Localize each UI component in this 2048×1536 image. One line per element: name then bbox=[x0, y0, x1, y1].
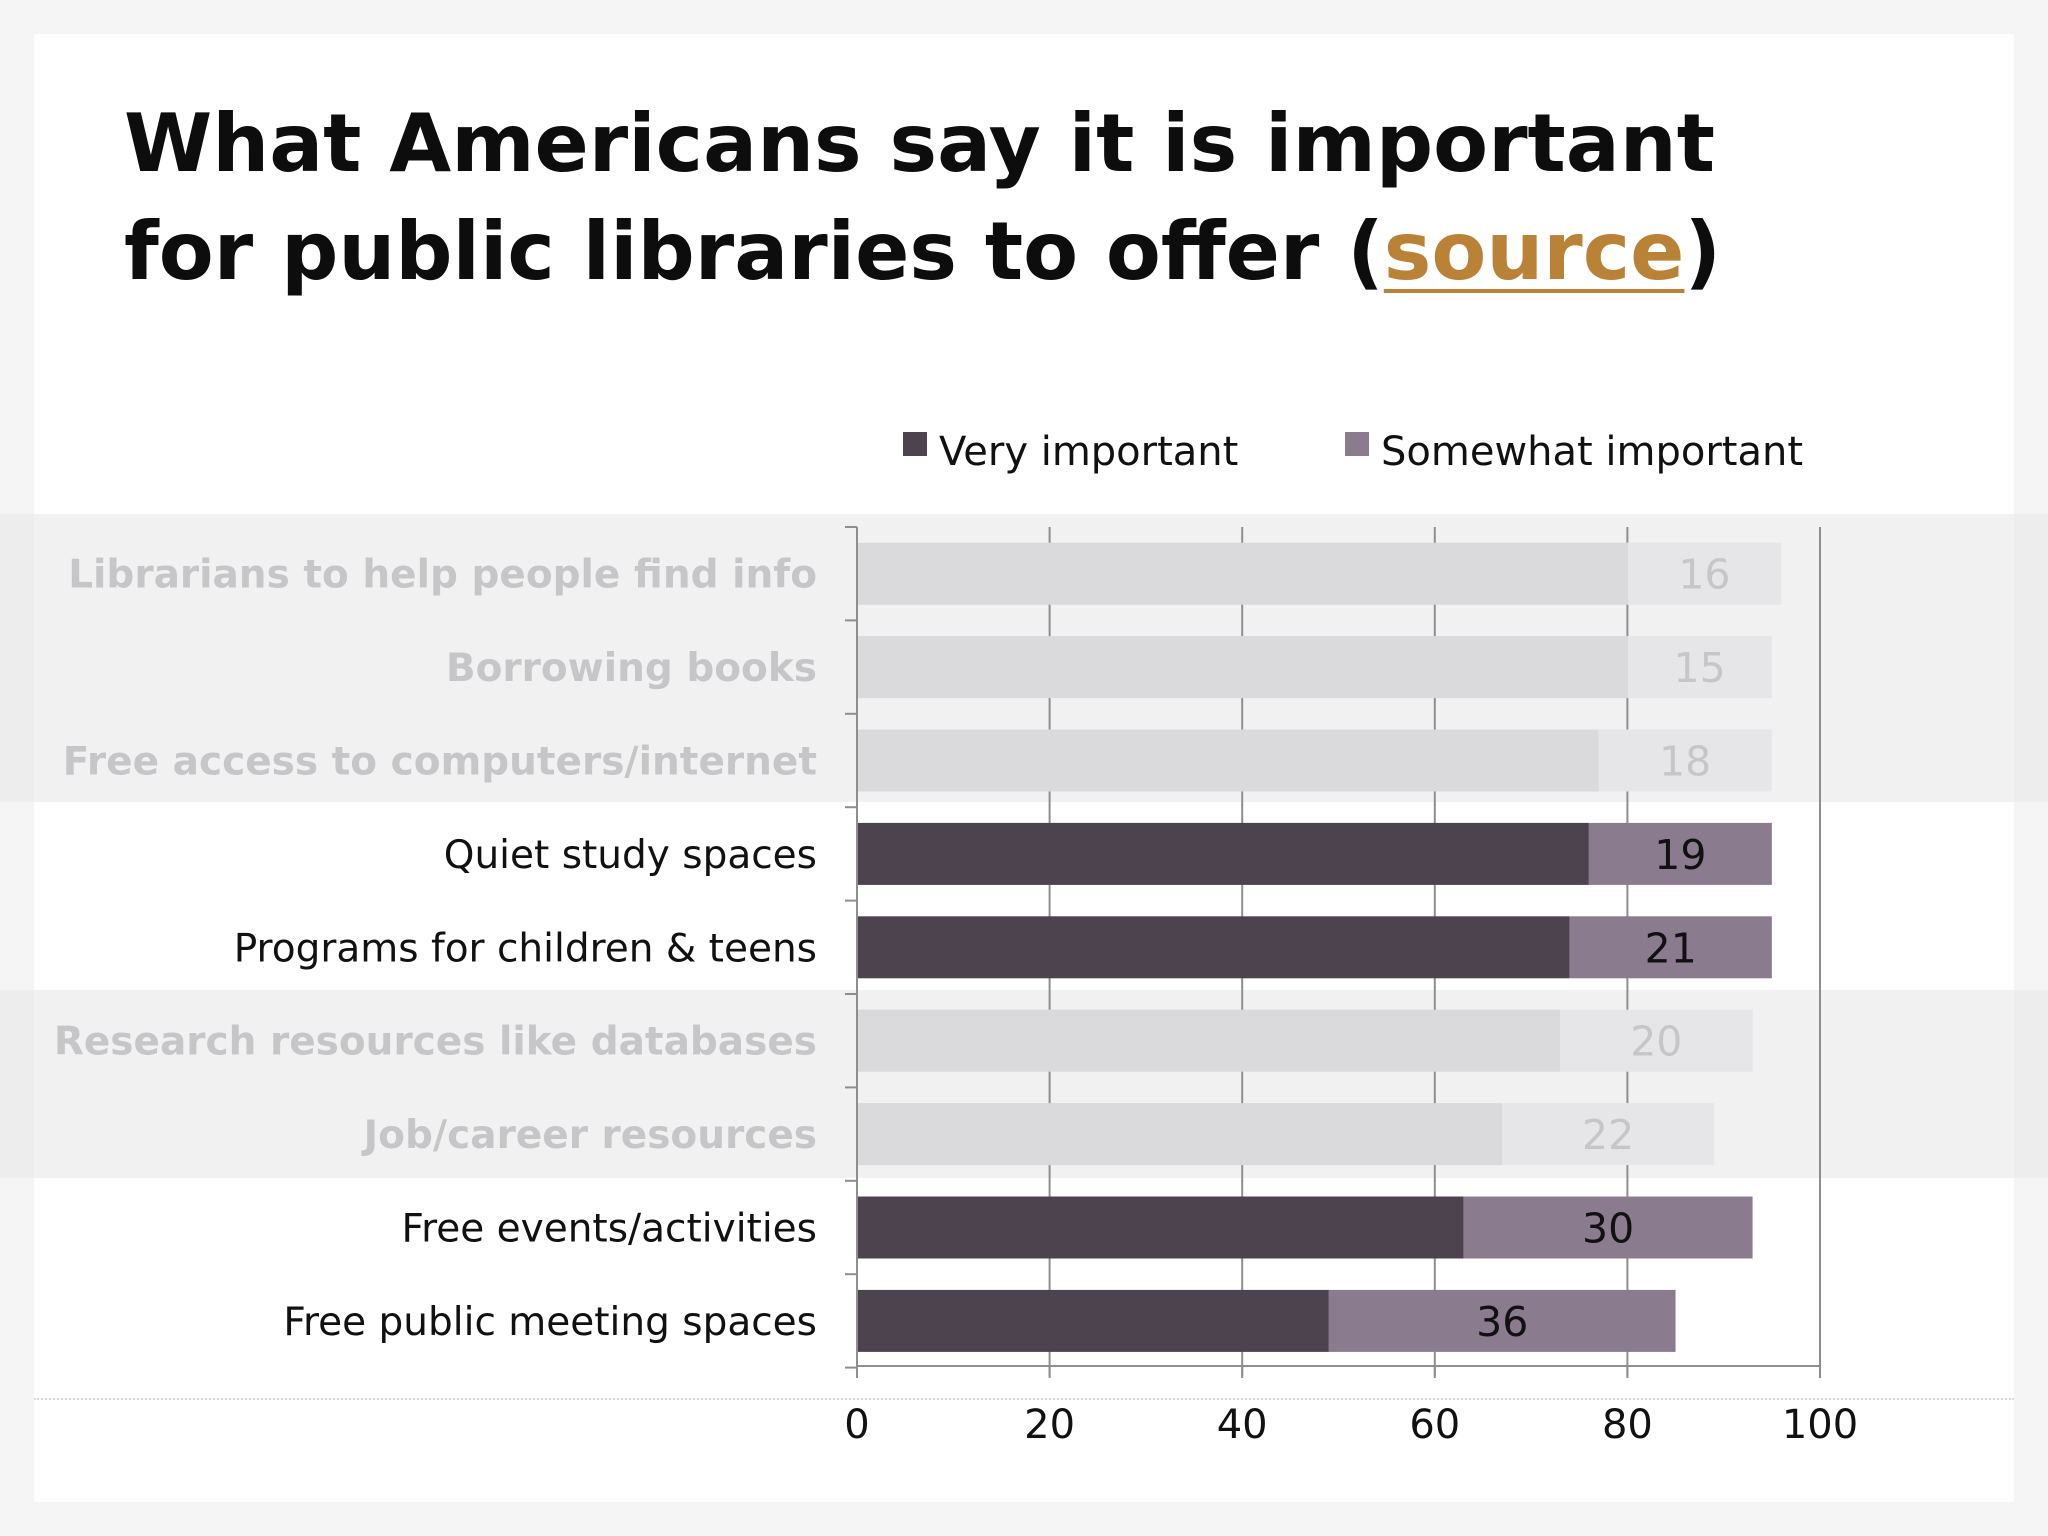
category-label-3: Quiet study spaces bbox=[444, 833, 817, 878]
bar-very-important-7 bbox=[857, 1196, 1464, 1259]
bar-very-important-8 bbox=[857, 1289, 1329, 1352]
category-label-5: Research resources like databases bbox=[54, 1020, 817, 1065]
bar-very-important-4 bbox=[857, 916, 1570, 979]
title-closing-paren: ) bbox=[1684, 205, 1721, 298]
category-label-1: Borrowing books bbox=[446, 646, 817, 691]
page-title: What Americans say it is important for p… bbox=[124, 90, 1824, 306]
bar-somewhat-important-0 bbox=[1627, 542, 1782, 605]
x-tick-label-80: 80 bbox=[1602, 1402, 1653, 1448]
bar-somewhat-important-5 bbox=[1559, 1009, 1753, 1072]
category-label-7: Free events/activities bbox=[401, 1207, 817, 1252]
category-label-4: Programs for children & teens bbox=[234, 926, 817, 971]
bar-somewhat-important-6 bbox=[1502, 1103, 1715, 1166]
data-label-0: 16 bbox=[1678, 551, 1730, 599]
x-tick-label-100: 100 bbox=[1782, 1402, 1858, 1448]
data-label-6: 22 bbox=[1582, 1111, 1634, 1159]
bar-somewhat-important-4 bbox=[1569, 916, 1772, 979]
x-tick-label-20: 20 bbox=[1024, 1402, 1075, 1448]
bar-very-important-0 bbox=[857, 542, 1628, 605]
legend-somewhat-important-label: Somewhat important bbox=[1381, 429, 1803, 475]
slide-footer-rule bbox=[34, 1398, 2014, 1400]
data-label-1: 15 bbox=[1674, 644, 1726, 692]
legend-very-important-swatch bbox=[903, 432, 927, 456]
bar-somewhat-important-8 bbox=[1328, 1289, 1676, 1352]
bar-very-important-6 bbox=[857, 1103, 1503, 1166]
category-label-6: Job/career resources bbox=[361, 1113, 817, 1158]
data-label-5: 20 bbox=[1630, 1018, 1682, 1066]
bar-somewhat-important-3 bbox=[1588, 822, 1772, 885]
legend-very-important-label: Very important bbox=[939, 429, 1238, 475]
bar-somewhat-important-2 bbox=[1598, 729, 1772, 792]
bar-very-important-3 bbox=[857, 822, 1589, 885]
bar-very-important-5 bbox=[857, 1009, 1560, 1072]
bar-somewhat-important-1 bbox=[1627, 636, 1772, 699]
data-label-2: 18 bbox=[1659, 738, 1711, 786]
category-label-8: Free public meeting spaces bbox=[283, 1300, 817, 1345]
data-label-3: 19 bbox=[1654, 831, 1706, 879]
bar-very-important-2 bbox=[857, 729, 1599, 792]
category-label-0: Librarians to help people find info bbox=[68, 553, 817, 598]
category-label-2: Free access to computers/internet bbox=[63, 740, 817, 785]
bar-somewhat-important-7 bbox=[1463, 1196, 1753, 1259]
source-link[interactable]: source bbox=[1383, 205, 1685, 298]
title-text: What Americans say it is important for p… bbox=[124, 97, 1715, 298]
data-label-4: 21 bbox=[1645, 924, 1697, 972]
legend-somewhat-important-swatch bbox=[1345, 432, 1369, 456]
x-tick-label-0: 0 bbox=[844, 1402, 869, 1448]
data-label-8: 36 bbox=[1476, 1298, 1528, 1346]
x-tick-label-60: 60 bbox=[1409, 1402, 1460, 1448]
bar-very-important-1 bbox=[857, 636, 1628, 699]
x-tick-label-40: 40 bbox=[1217, 1402, 1268, 1448]
data-label-7: 30 bbox=[1582, 1205, 1634, 1253]
